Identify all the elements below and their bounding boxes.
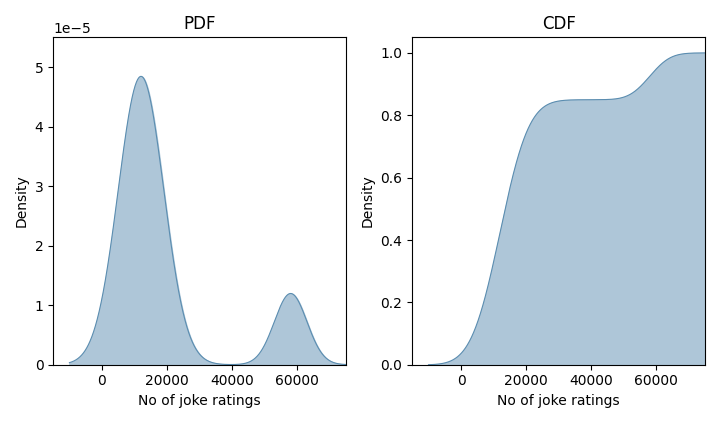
Title: CDF: CDF (541, 15, 575, 33)
X-axis label: No of joke ratings: No of joke ratings (498, 394, 620, 408)
Title: PDF: PDF (184, 15, 216, 33)
Y-axis label: Density: Density (15, 175, 29, 228)
Y-axis label: Density: Density (361, 175, 375, 228)
X-axis label: No of joke ratings: No of joke ratings (138, 394, 261, 408)
